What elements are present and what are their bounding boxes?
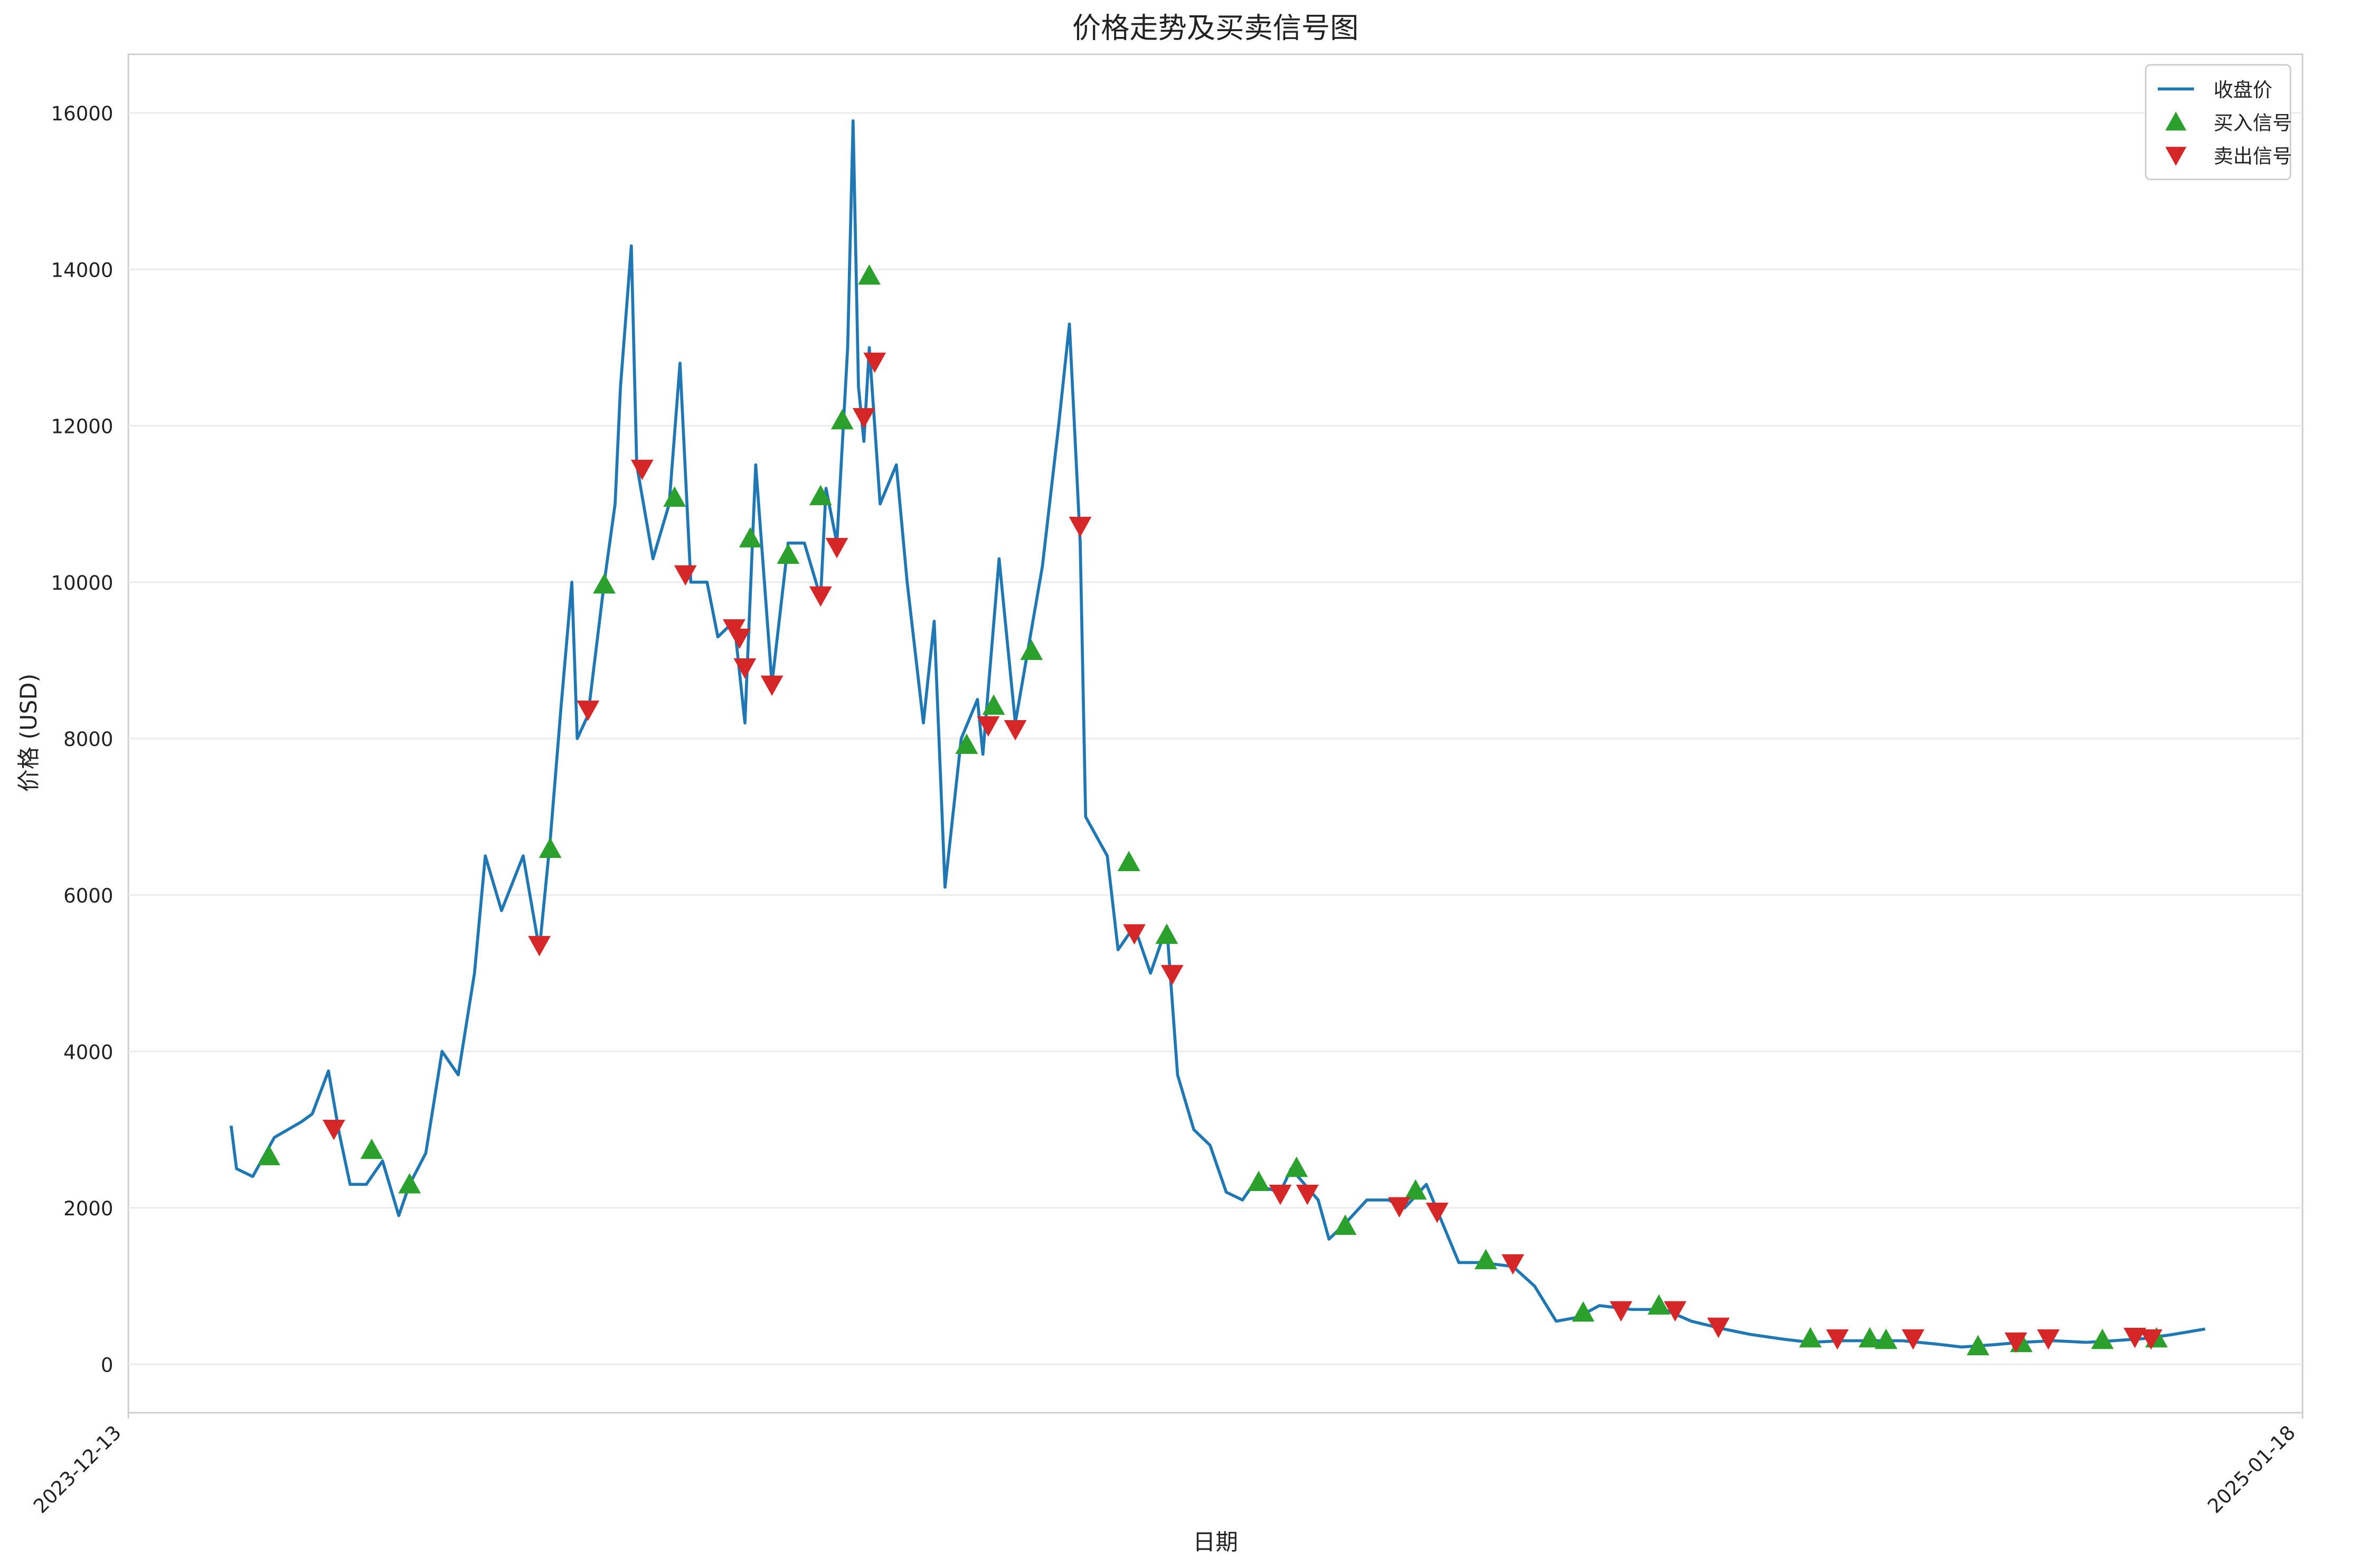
sell-marker (728, 628, 751, 649)
sell-marker (809, 586, 832, 607)
buy-marker (1572, 1301, 1595, 1322)
legend-key (2165, 147, 2187, 166)
sell-marker (674, 565, 697, 586)
sell-marker (1609, 1301, 1632, 1322)
sell-marker (2123, 1328, 2146, 1348)
buy-marker (858, 264, 881, 285)
sell-marker (1123, 924, 1146, 945)
buy-marker (539, 837, 562, 858)
sell-marker (528, 936, 551, 957)
buy-marker (1117, 851, 1140, 872)
buy-marker (1155, 923, 1178, 944)
y-tick-label: 4000 (63, 1041, 113, 1064)
sell-marker (1387, 1197, 1411, 1218)
buy-marker (955, 733, 978, 754)
buy-marker (1404, 1179, 1427, 1200)
buy-marker (830, 409, 854, 430)
chart-title: 价格走势及买卖信号图 (1072, 11, 1359, 44)
y-tick-label: 12000 (51, 415, 113, 438)
sell-marker (733, 658, 757, 679)
sell-marker (1902, 1329, 1924, 1350)
sell-marker (1269, 1184, 1292, 1205)
legend-label: 买入信号 (2214, 112, 2292, 135)
buy-marker (1874, 1328, 1898, 1349)
x-tick-label: 2023-12-13 (29, 1421, 126, 1518)
sell-marker (2139, 1329, 2163, 1350)
sell-marker (2004, 1332, 2027, 1353)
y-tick-label: 14000 (51, 259, 113, 281)
price-line (229, 119, 2206, 1349)
buy-marker (663, 486, 686, 507)
y-tick-label: 2000 (63, 1197, 113, 1220)
buy-marker (360, 1138, 383, 1159)
sell-marker (1160, 965, 1184, 986)
legend-key (2165, 111, 2187, 131)
sell-marker (1296, 1184, 1319, 1205)
buy-marker (258, 1145, 280, 1166)
y-tick-label: 8000 (63, 728, 113, 751)
y-tick-label: 10000 (51, 572, 113, 594)
buy-marker (1247, 1170, 1270, 1192)
buy-marker (809, 485, 832, 505)
legend-label: 收盘价 (2214, 79, 2272, 101)
buy-marker (1285, 1156, 1308, 1177)
sell-marker (1069, 516, 1092, 537)
x-axis-label: 日期 (1193, 1529, 1238, 1556)
sell-marker (852, 408, 875, 429)
buy-marker (1020, 639, 1043, 660)
sell-marker (1502, 1254, 1524, 1275)
sell-marker (2037, 1329, 2060, 1350)
sell-marker (630, 459, 654, 480)
buy-marker (1647, 1294, 1670, 1315)
sell-marker (1426, 1203, 1449, 1223)
legend-label: 卖出信号 (2214, 145, 2292, 167)
sell-marker (1004, 720, 1027, 741)
y-tick-label: 6000 (63, 885, 113, 908)
sell-marker (977, 716, 1000, 737)
sell-marker (577, 701, 600, 721)
buy-marker (739, 527, 762, 547)
buy-marker (1474, 1249, 1497, 1270)
sell-marker (863, 352, 886, 373)
buy-marker (1858, 1327, 1882, 1348)
sell-marker (760, 675, 783, 696)
buy-marker (593, 573, 616, 594)
buy-marker (982, 694, 1005, 715)
buy-marker (398, 1173, 421, 1194)
y-tick-label: 0 (101, 1354, 114, 1376)
sell-marker (825, 537, 848, 559)
sell-marker (1664, 1301, 1687, 1322)
buy-marker (2091, 1328, 2114, 1349)
buy-marker (1967, 1335, 1989, 1356)
y-axis-label: 价格 (USD) (16, 674, 42, 792)
sell-marker (322, 1120, 345, 1140)
buy-marker (777, 543, 800, 564)
sell-marker (1707, 1317, 1730, 1338)
plot-frame (127, 53, 2304, 1414)
y-tick-label: 16000 (51, 102, 113, 125)
buy-marker (1334, 1214, 1357, 1235)
sell-marker (1826, 1329, 1849, 1350)
buy-marker (1799, 1327, 1822, 1348)
x-tick-label: 2025-01-18 (2203, 1421, 2300, 1518)
